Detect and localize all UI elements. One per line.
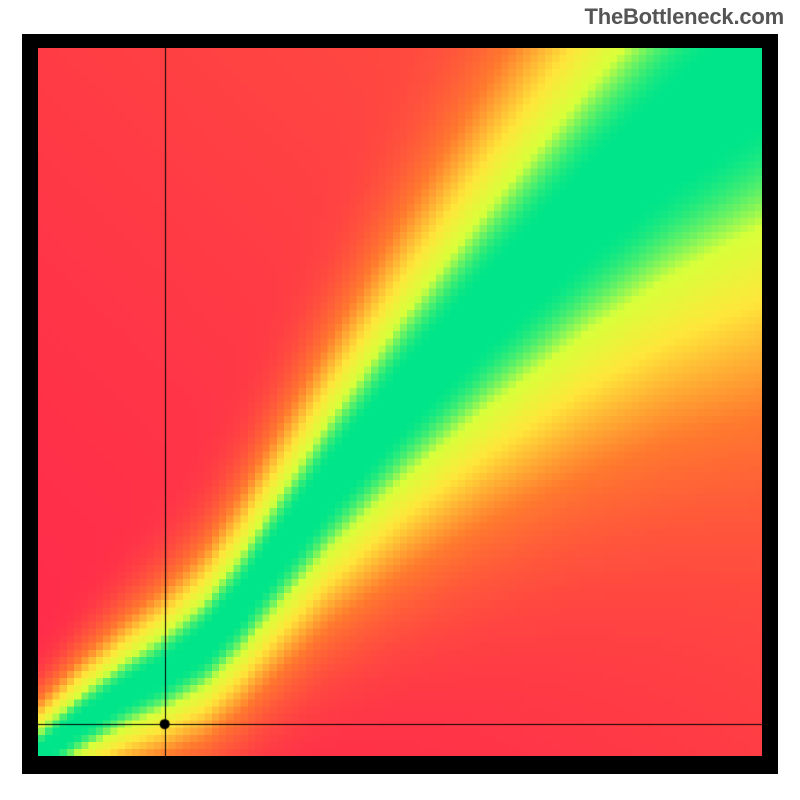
plot-frame [22, 34, 778, 774]
crosshair-overlay [38, 48, 762, 756]
watermark-text: TheBottleneck.com [584, 4, 784, 30]
